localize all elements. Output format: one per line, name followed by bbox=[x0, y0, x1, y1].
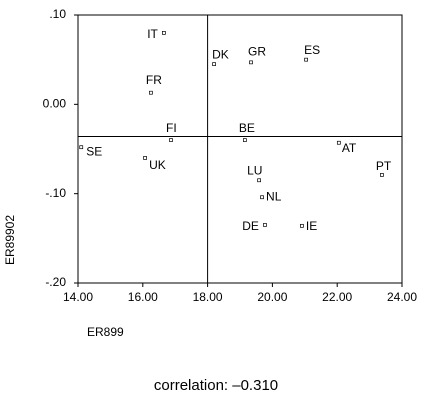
point-label: DE bbox=[242, 219, 259, 233]
point bbox=[243, 138, 247, 142]
point-label: SE bbox=[86, 144, 102, 158]
point-label: AT bbox=[342, 141, 357, 155]
x-tick-label: 20.00 bbox=[257, 290, 287, 304]
annotation: correlation: –0.310 bbox=[154, 377, 278, 394]
point bbox=[260, 195, 264, 200]
point-label: GR bbox=[248, 45, 266, 59]
point-label: ES bbox=[304, 43, 320, 57]
point-label: UK bbox=[149, 158, 166, 172]
plot-frame bbox=[77, 14, 403, 284]
x-tick-label: 18.00 bbox=[193, 290, 223, 304]
point bbox=[380, 173, 384, 177]
point-label: IE bbox=[306, 219, 317, 233]
point bbox=[304, 57, 308, 62]
point bbox=[149, 90, 153, 95]
point bbox=[212, 62, 216, 66]
point bbox=[249, 60, 253, 65]
y-axis-label: ER89902 bbox=[3, 215, 17, 265]
x-tick-label: 14.00 bbox=[63, 290, 93, 304]
point-label: FR bbox=[146, 73, 162, 87]
point bbox=[169, 138, 173, 142]
x-tick-label: 22.00 bbox=[322, 290, 352, 304]
point-label: DK bbox=[212, 47, 229, 61]
point-label: IT bbox=[147, 27, 158, 41]
point-label: PT bbox=[376, 159, 392, 173]
point bbox=[300, 223, 304, 228]
point bbox=[79, 145, 84, 150]
point bbox=[143, 156, 147, 160]
y-tick-label: 0.00 bbox=[43, 97, 67, 111]
x-tick-label: 24.00 bbox=[387, 290, 417, 304]
point bbox=[263, 223, 267, 227]
point bbox=[336, 140, 341, 145]
x-tick-label: 16.00 bbox=[128, 290, 158, 304]
point-label: FI bbox=[166, 121, 177, 135]
point bbox=[257, 178, 261, 183]
point-label: LU bbox=[247, 163, 262, 177]
point-label: BE bbox=[239, 121, 255, 135]
point-label: NL bbox=[266, 189, 282, 203]
x-axis-label: ER899 bbox=[87, 325, 124, 339]
point bbox=[162, 31, 166, 35]
y-tick-label: -.10 bbox=[45, 186, 66, 200]
y-tick-label: -.20 bbox=[45, 275, 66, 289]
y-tick-label: .10 bbox=[49, 7, 66, 21]
